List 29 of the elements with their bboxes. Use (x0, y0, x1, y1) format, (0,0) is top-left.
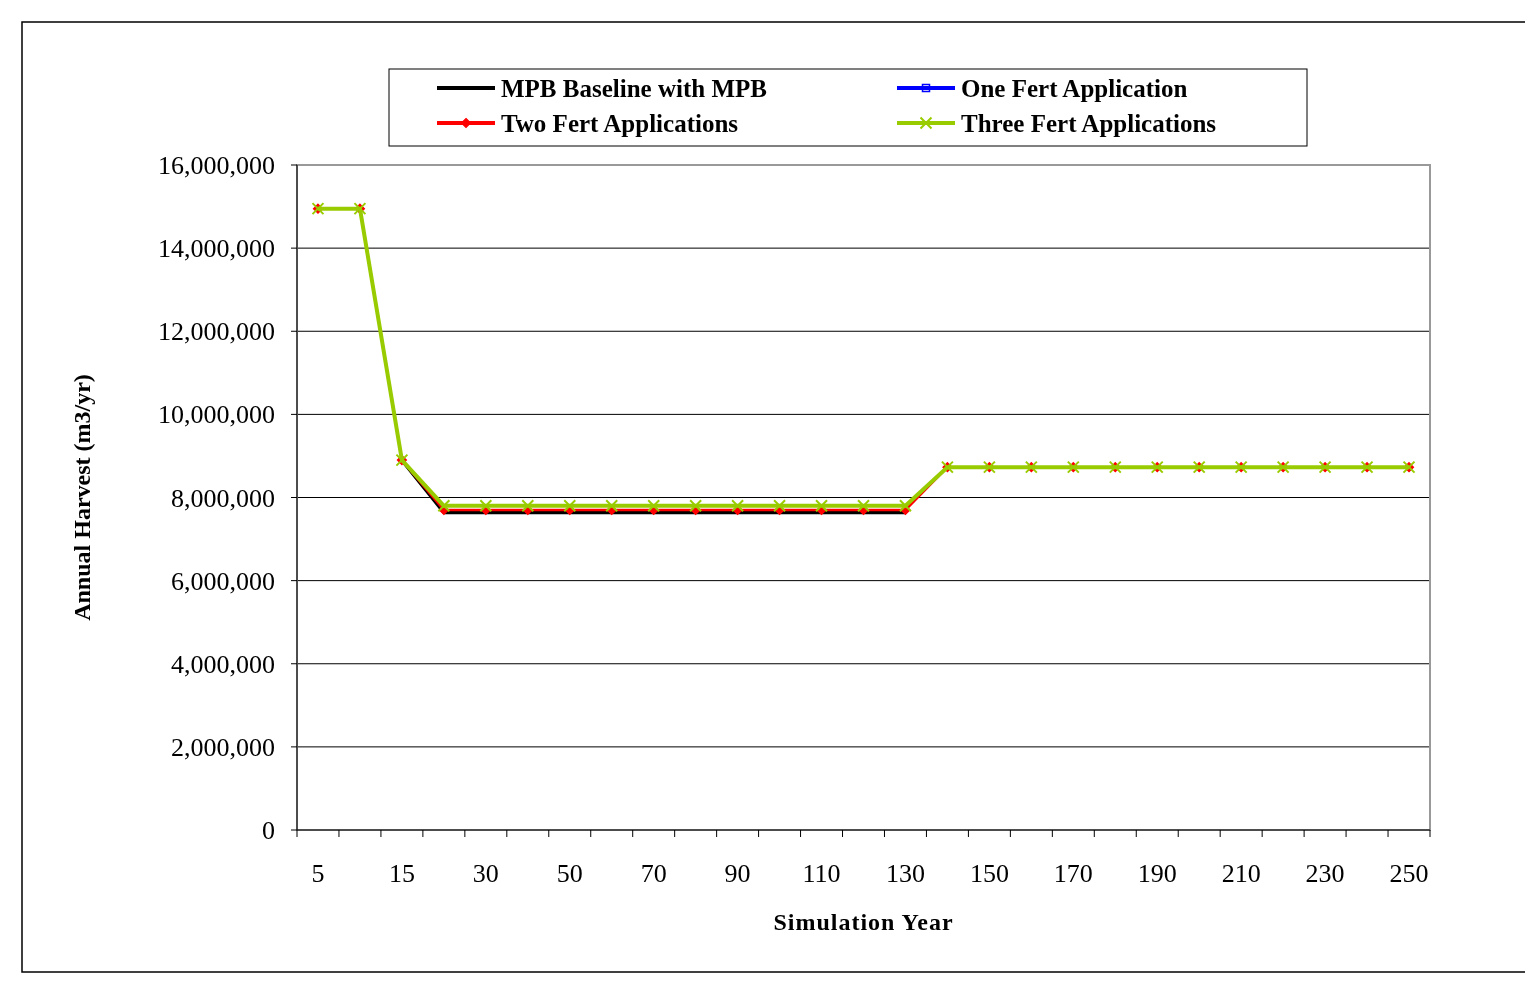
x-tick-label: 70 (640, 859, 667, 888)
x-tick-label: 210 (1221, 859, 1261, 888)
y-tick-label: 16,000,000 (158, 151, 275, 181)
x-tick-label: 50 (556, 859, 583, 888)
y-tick-label: 12,000,000 (158, 317, 275, 347)
x-tick-label: 190 (1137, 859, 1177, 888)
x-tick-label: 5 (311, 859, 325, 888)
x-axis-title: Simulation Year (773, 909, 954, 935)
x-tick-label: 130 (885, 859, 925, 888)
legend-label: MPB Baseline with MPB (501, 74, 767, 102)
x-tick-label: 230 (1305, 859, 1345, 888)
y-axis-title: Annual Harvest (m3/yr) (69, 374, 95, 621)
legend-label: Three Fert Applications (961, 109, 1217, 137)
y-tick-label: 8,000,000 (171, 483, 275, 513)
legend-label: One Fert Application (961, 74, 1188, 102)
y-tick-label: 2,000,000 (171, 732, 275, 762)
x-tick-label: 150 (969, 859, 1009, 888)
x-tick-label: 30 (472, 859, 499, 888)
y-tick-label: 14,000,000 (158, 234, 275, 264)
x-tick-label: 170 (1053, 859, 1093, 888)
y-tick-label: 6,000,000 (171, 566, 275, 596)
y-tick-label: 10,000,000 (158, 400, 275, 430)
x-tick-label: 250 (1389, 859, 1429, 888)
y-tick-label: 0 (262, 816, 275, 846)
x-tick-label: 110 (802, 859, 841, 888)
y-tick-label: 4,000,000 (171, 649, 275, 679)
x-tick-label: 90 (724, 859, 751, 888)
x-tick-label: 15 (388, 859, 415, 888)
legend-label: Two Fert Applications (501, 109, 739, 137)
